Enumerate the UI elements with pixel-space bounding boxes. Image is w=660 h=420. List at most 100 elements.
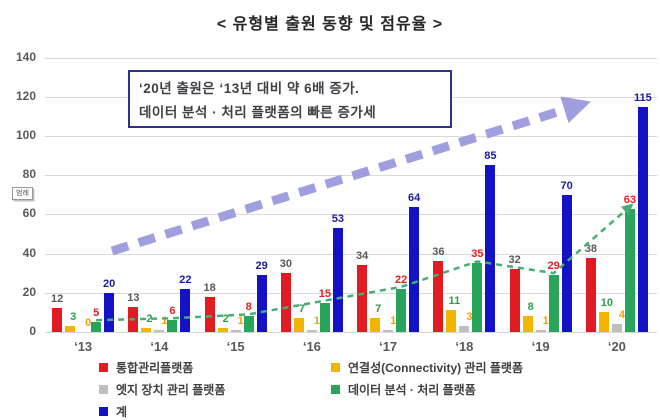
bar-value-label: 20 bbox=[103, 277, 116, 290]
bar-value-label: 34 bbox=[356, 250, 369, 263]
x-axis-label: ‘15 bbox=[226, 339, 245, 354]
bar-value-label: 7 bbox=[298, 303, 305, 316]
bar-value-label: 70 bbox=[560, 179, 573, 192]
bar-엣지 장치 관리 플랫폼-‘14 bbox=[154, 330, 165, 332]
y-axis-label: 80 bbox=[22, 167, 36, 182]
bar-계-‘15 bbox=[256, 275, 267, 332]
bar-value-label: 29 bbox=[547, 260, 560, 273]
bar-엣지 장치 관리 플랫폼-‘16 bbox=[306, 330, 317, 332]
bar-value-label: 64 bbox=[408, 191, 421, 204]
bar-통합관리플랫폼-‘14 bbox=[128, 306, 139, 332]
bar-value-label: 2 bbox=[222, 313, 229, 326]
bar-value-label: 10 bbox=[600, 297, 613, 310]
legend-item-엣지 장치 관리 플랫폼: 엣지 장치 관리 플랫폼 bbox=[99, 381, 331, 398]
bar-value-label: 35 bbox=[471, 248, 484, 261]
bar-엣지 장치 관리 플랫폼-‘20 bbox=[611, 324, 622, 332]
bar-계-‘14 bbox=[180, 288, 191, 332]
legend-swatch-icon bbox=[99, 363, 108, 372]
bar-value-label: 29 bbox=[255, 260, 268, 273]
bar-데이터 분석 · 처리 플랫폼-‘15 bbox=[243, 316, 254, 332]
bar-연결성(Connectivity) 관리 플랫폼-‘17 bbox=[370, 318, 381, 332]
bar-value-label: 63 bbox=[623, 193, 636, 206]
gridline-y100 bbox=[45, 136, 657, 137]
bar-value-label: 38 bbox=[584, 242, 597, 255]
bar-value-label: 32 bbox=[508, 254, 521, 267]
bar-엣지 장치 관리 플랫폼-‘19 bbox=[535, 330, 546, 332]
bar-value-label: 6 bbox=[169, 305, 176, 318]
bar-엣지 장치 관리 플랫폼-‘18 bbox=[459, 326, 470, 332]
bar-value-label: 36 bbox=[432, 246, 445, 259]
bar-데이터 분석 · 처리 플랫폼-‘13 bbox=[91, 322, 102, 332]
x-axis-label: ‘16 bbox=[302, 339, 321, 354]
bar-연결성(Connectivity) 관리 플랫폼-‘20 bbox=[598, 312, 609, 332]
annotation-line-1: ‘20년 출원은 ‘13년 대비 약 6배 증가. bbox=[139, 81, 360, 96]
bar-value-label: 18 bbox=[203, 281, 216, 294]
bar-value-label: 5 bbox=[93, 307, 100, 320]
annotation-box: ‘20년 출원은 ‘13년 대비 약 6배 증가. 데이터 분석 · 처리 플랫… bbox=[128, 70, 452, 128]
bar-데이터 분석 · 처리 플랫폼-‘14 bbox=[167, 320, 178, 332]
bar-엣지 장치 관리 플랫폼-‘17 bbox=[383, 330, 394, 332]
legend-mini-box: 범례 bbox=[12, 187, 33, 200]
bar-계-‘19 bbox=[561, 194, 572, 332]
bar-value-label: 8 bbox=[527, 301, 534, 314]
legend-label: 엣지 장치 관리 플랫폼 bbox=[116, 383, 226, 397]
bar-연결성(Connectivity) 관리 플랫폼-‘14 bbox=[141, 328, 152, 332]
bar-value-label: 11 bbox=[448, 295, 461, 308]
bar-통합관리플랫폼-‘17 bbox=[357, 265, 368, 332]
y-axis-label: 60 bbox=[22, 206, 36, 221]
bar-연결성(Connectivity) 관리 플랫폼-‘18 bbox=[446, 310, 457, 332]
gridline-y80 bbox=[45, 175, 657, 177]
bar-통합관리플랫폼-‘16 bbox=[280, 273, 291, 332]
y-axis-label: 120 bbox=[15, 88, 36, 103]
bar-데이터 분석 · 처리 플랫폼-‘20 bbox=[624, 208, 635, 332]
legend-item-통합관리플랫폼: 통합관리플랫폼 bbox=[99, 359, 331, 376]
bar-데이터 분석 · 처리 플랫폼-‘17 bbox=[396, 288, 407, 332]
bar-value-label: 85 bbox=[484, 150, 497, 163]
y-axis-label: 20 bbox=[22, 284, 36, 299]
bar-데이터 분석 · 처리 플랫폼-‘16 bbox=[319, 302, 330, 332]
bar-통합관리플랫폼-‘15 bbox=[204, 296, 215, 332]
legend-swatch-icon bbox=[99, 385, 108, 394]
legend-swatch-icon bbox=[99, 407, 108, 416]
chart-title: < 유형별 출원 동향 및 점유율 > bbox=[216, 16, 444, 33]
bar-통합관리플랫폼-‘19 bbox=[509, 269, 520, 332]
bar-value-label: 7 bbox=[375, 303, 382, 316]
legend-label: 연결성(Connectivity) 관리 플랫폼 bbox=[348, 361, 523, 375]
legend-item-연결성(Connectivity) 관리 플랫폼: 연결성(Connectivity) 관리 플랫폼 bbox=[331, 359, 523, 376]
bar-value-label: 2 bbox=[146, 313, 153, 326]
bar-연결성(Connectivity) 관리 플랫폼-‘19 bbox=[522, 316, 533, 332]
bar-연결성(Connectivity) 관리 플랫폼-‘16 bbox=[293, 318, 304, 332]
x-axis-label: ‘19 bbox=[531, 339, 550, 354]
bar-연결성(Connectivity) 관리 플랫폼-‘15 bbox=[217, 328, 228, 332]
legend-label: 계 bbox=[116, 405, 128, 419]
legend-label: 데이터 분석 · 처리 플랫폼 bbox=[348, 383, 476, 397]
bar-통합관리플랫폼-‘13 bbox=[52, 308, 63, 332]
bar-데이터 분석 · 처리 플랫폼-‘18 bbox=[472, 263, 483, 332]
legend-item-데이터 분석 · 처리 플랫폼: 데이터 분석 · 처리 플랫폼 bbox=[331, 381, 523, 398]
y-axis-label: 100 bbox=[15, 128, 36, 142]
annotation-line-2: 데이터 분석 · 처리 플랫폼의 빠른 증가세 bbox=[139, 105, 377, 120]
bar-value-label: 22 bbox=[179, 273, 192, 286]
bar-value-label: 0 bbox=[85, 317, 92, 329]
bar-value-label: 8 bbox=[245, 301, 252, 314]
legend-swatch-icon bbox=[331, 363, 340, 372]
legend-swatch-icon bbox=[331, 385, 340, 394]
bar-value-label: 115 bbox=[634, 91, 652, 104]
legend-label: 통합관리플랫폼 bbox=[116, 361, 194, 375]
bar-value-label: 15 bbox=[318, 287, 331, 300]
bar-계-‘20 bbox=[637, 106, 648, 332]
bar-value-label: 3 bbox=[70, 311, 77, 324]
x-axis-label: ‘14 bbox=[150, 339, 169, 354]
y-axis-label: 140 bbox=[15, 49, 36, 64]
x-axis-label: ‘13 bbox=[74, 339, 93, 354]
gridline-y0 bbox=[45, 332, 657, 333]
bar-value-label: 13 bbox=[127, 291, 140, 304]
legend-item-계: 계 bbox=[99, 403, 331, 420]
gridline-y140 bbox=[45, 57, 657, 59]
bar-통합관리플랫폼-‘20 bbox=[585, 257, 596, 332]
x-axis-label: ‘18 bbox=[455, 339, 474, 354]
y-axis-label: 0 bbox=[29, 324, 36, 338]
